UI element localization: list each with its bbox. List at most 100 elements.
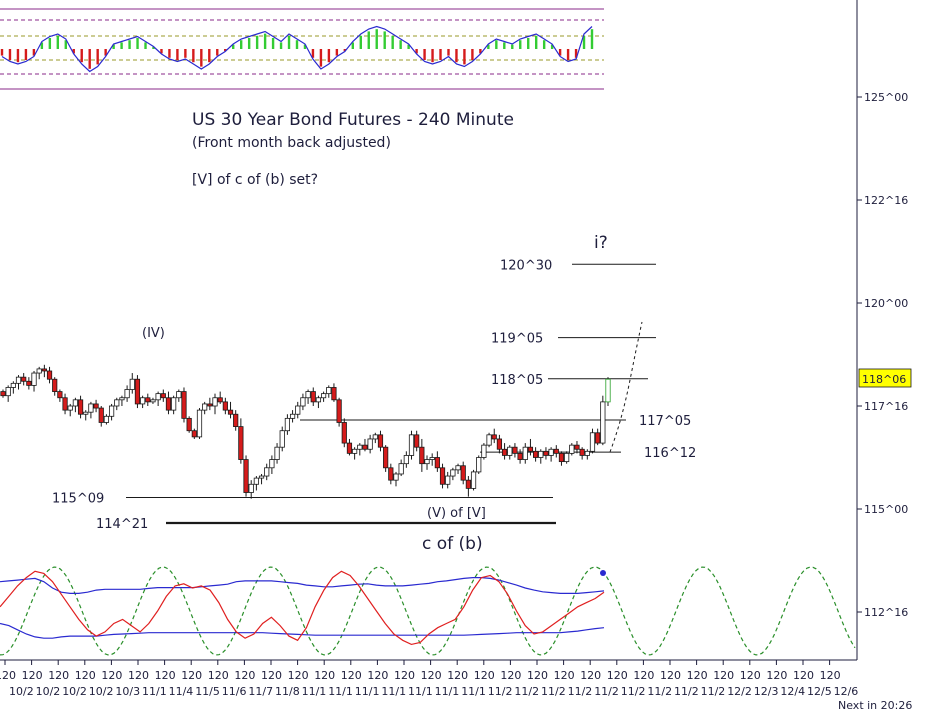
time-tick-date: 12/4: [780, 685, 805, 698]
candle-body: [119, 397, 125, 401]
candle-body: [264, 467, 270, 477]
candle-body: [465, 479, 471, 489]
candle-body: [31, 372, 37, 386]
candle-body: [393, 473, 399, 481]
candle-body: [548, 448, 554, 456]
time-tick-date: 11/1: [408, 685, 433, 698]
candle-body: [367, 438, 373, 450]
time-tick-interval: 120: [0, 669, 16, 682]
time-tick-interval: 120: [208, 669, 229, 682]
candle-body: [202, 403, 208, 411]
candle-body: [341, 422, 347, 444]
candle-body: [408, 434, 415, 456]
candle-body: [186, 417, 192, 432]
cycle-line: [0, 566, 856, 656]
time-tick-date: 11/2: [701, 685, 726, 698]
time-tick-interval: 120: [766, 669, 787, 682]
candle-body: [584, 450, 590, 456]
time-tick-date: 11/4: [169, 685, 194, 698]
price-tick-label: 120^00: [864, 297, 908, 310]
time-tick-date: 11/2: [674, 685, 699, 698]
candle-body: [589, 432, 596, 452]
candle-body: [305, 391, 311, 399]
candle-body: [72, 399, 78, 407]
time-tick-date: 12/2: [727, 685, 752, 698]
candle-body: [553, 448, 559, 454]
candle-body: [212, 397, 218, 407]
time-tick-interval: 120: [820, 669, 841, 682]
candle-body: [460, 465, 466, 481]
candle-body: [155, 393, 161, 401]
time-tick-date: 12/6: [834, 685, 859, 698]
time-tick-date: 12/3: [754, 685, 779, 698]
candle-body: [233, 413, 239, 427]
candle-body: [0, 391, 6, 397]
time-tick-interval: 120: [22, 669, 43, 682]
candle-body: [450, 469, 456, 477]
price-badge: [858, 368, 912, 388]
time-tick-date: 11/1: [355, 685, 380, 698]
candle-body: [88, 403, 94, 413]
candle-body: [77, 399, 84, 415]
time-tick-date: 11/1: [142, 685, 167, 698]
candle-body: [501, 448, 508, 456]
time-tick-date: 10/2: [36, 685, 61, 698]
candle-body: [279, 430, 285, 448]
candle-body: [52, 378, 58, 392]
time-tick-interval: 120: [580, 669, 601, 682]
candle-body: [129, 378, 135, 390]
candle-body: [191, 430, 197, 438]
candle-body: [93, 403, 99, 409]
candle-body: [5, 387, 11, 397]
candle-body: [248, 483, 254, 493]
time-tick-interval: 120: [447, 669, 468, 682]
oscillator-panel: [0, 566, 856, 656]
level-label: 116^12: [644, 446, 696, 461]
candle-body: [455, 465, 461, 471]
chart-title: US 30 Year Bond Futures - 240 Minute: [192, 110, 514, 130]
candle-body: [429, 457, 435, 460]
candle-body: [496, 438, 503, 450]
time-axis-ticks: 120 10/2 120 10/2 120 10/2 120 10/2 120 10/3 120 11…: [0, 660, 858, 698]
price-axis-ticks: 125^00 122^16 120^00 117^16 115^00 112^16: [857, 91, 908, 619]
candle-body: [315, 397, 322, 403]
chart-comment: [V] of c of (b) set?: [192, 172, 318, 188]
oscillator-marker: [600, 570, 606, 576]
candle-body: [103, 415, 110, 423]
candle-body: [114, 399, 120, 407]
time-tick-interval: 120: [181, 669, 202, 682]
candle-body: [15, 376, 22, 384]
candle-body: [491, 434, 497, 440]
candle-body: [336, 399, 342, 423]
candle-body: [145, 397, 151, 403]
candle-body: [140, 397, 146, 405]
time-tick-interval: 120: [633, 669, 654, 682]
candle-body: [574, 444, 580, 450]
time-tick-interval: 120: [607, 669, 628, 682]
time-tick-date: 10/2: [62, 685, 87, 698]
time-tick-interval: 120: [740, 669, 761, 682]
time-tick-date: 11/2: [514, 685, 539, 698]
candle-body: [481, 444, 487, 458]
candle-body: [362, 444, 368, 450]
candle-body: [434, 457, 440, 469]
time-tick-interval: 120: [48, 669, 69, 682]
candle-body: [108, 405, 115, 417]
time-tick-interval: 120: [128, 669, 149, 682]
wave-v-label: (V) of [V]: [427, 506, 486, 521]
histogram-signal-line: [1, 25, 593, 73]
time-tick-interval: 120: [527, 669, 548, 682]
candle-body: [383, 446, 389, 469]
candle-body: [300, 397, 306, 407]
candle-body: [181, 391, 187, 419]
time-tick-interval: 120: [793, 669, 814, 682]
candle-body: [419, 446, 425, 465]
candle-body: [295, 405, 301, 415]
price-tick-label: 112^16: [864, 606, 908, 619]
candle-body: [600, 401, 606, 444]
candle-body: [41, 368, 47, 372]
target-levels: 120^30 119^05 118^05 117^05 116^12 115^09 114^…: [52, 258, 696, 532]
time-tick-interval: 120: [261, 669, 282, 682]
next-bar-countdown: Next in 20:26: [838, 699, 912, 712]
chart-subtitle: (Front month back adjusted): [192, 135, 391, 151]
